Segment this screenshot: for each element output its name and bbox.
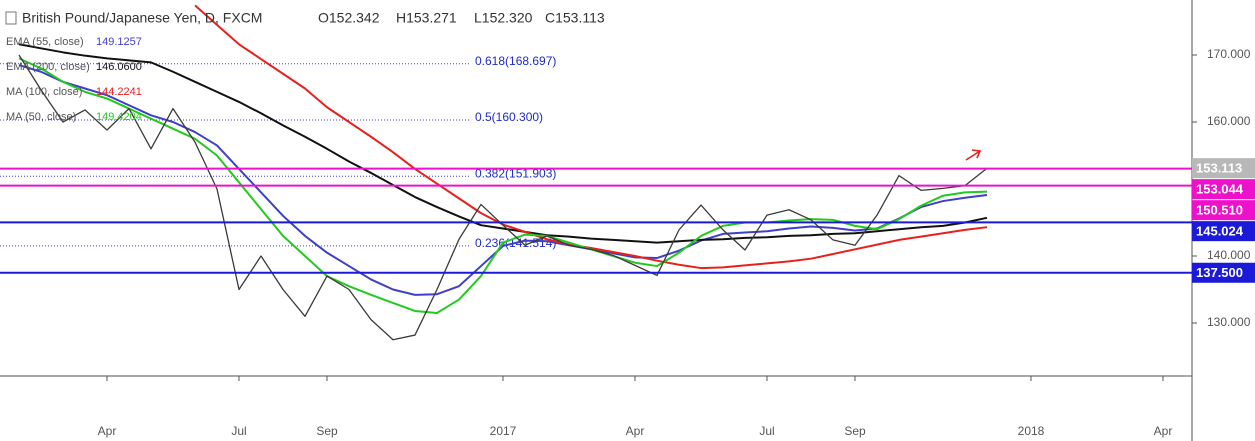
- level-label-box: [1192, 262, 1255, 283]
- level-label-box: [1192, 158, 1255, 179]
- x-tick-label: Apr: [98, 424, 117, 438]
- x-tick-label: Sep: [844, 424, 866, 438]
- fib-label: 0.5(160.300): [475, 110, 543, 124]
- level-label-box: [1192, 200, 1255, 221]
- plot: 0.618(168.697) 0.5(160.300) 0.382(151.903)…: [0, 4, 1192, 341]
- ma-line: [18, 57, 988, 314]
- x-tick-label: Jul: [231, 424, 246, 438]
- y-tick-label: 170.000: [1207, 47, 1251, 61]
- price-line: [18, 54, 988, 341]
- ohlc-open: O152.342: [318, 10, 380, 26]
- ma-line: [18, 64, 988, 296]
- x-tick-label: Apr: [1154, 424, 1173, 438]
- x-tick-label: Jul: [759, 424, 774, 438]
- x-tick-label: 2017: [490, 424, 517, 438]
- level-label: 153.044: [1196, 182, 1244, 197]
- x-tick-label: Sep: [316, 424, 338, 438]
- ma-line: [18, 43, 988, 244]
- level-label-box: [1192, 179, 1255, 200]
- legend-value: 144.2241: [96, 86, 142, 98]
- y-tick-label: 130.000: [1207, 315, 1251, 329]
- level-label: 137.500: [1196, 265, 1243, 280]
- legend-name: EMA (55, close): [6, 36, 84, 48]
- y-tick-label: 140.000: [1207, 248, 1251, 262]
- legend-value: 149.4204: [96, 111, 142, 123]
- ohlc-low: L152.320: [474, 10, 533, 26]
- y-tick-label: 160.000: [1207, 114, 1251, 128]
- legend-name: EMA (200, close): [6, 61, 90, 73]
- chart-title: British Pound/Japanese Yen, D, FXCM: [22, 10, 262, 26]
- symbol-icon: [5, 11, 17, 25]
- level-label: 150.510: [1196, 203, 1243, 218]
- legend-name: MA (50, close): [6, 111, 76, 123]
- level-label: 153.113: [1196, 161, 1242, 176]
- level-label-box: [1192, 221, 1255, 242]
- fib-label: 0.618(168.697): [475, 54, 556, 68]
- x-tick-label: Apr: [626, 424, 645, 438]
- level-label: 145.024: [1196, 224, 1244, 239]
- legend-value: 149.1257: [96, 36, 142, 48]
- x-tick-label: 2018: [1018, 424, 1045, 438]
- legend-name: MA (100, close): [6, 86, 82, 98]
- ohlc-close: C153.113: [545, 10, 605, 26]
- trend-arrow: [965, 149, 982, 161]
- ohlc-high: H153.271: [396, 10, 457, 26]
- fib-label: 0.382(151.903): [475, 166, 556, 180]
- legend-value: 146.0600: [96, 61, 142, 73]
- ma-line: [194, 4, 988, 270]
